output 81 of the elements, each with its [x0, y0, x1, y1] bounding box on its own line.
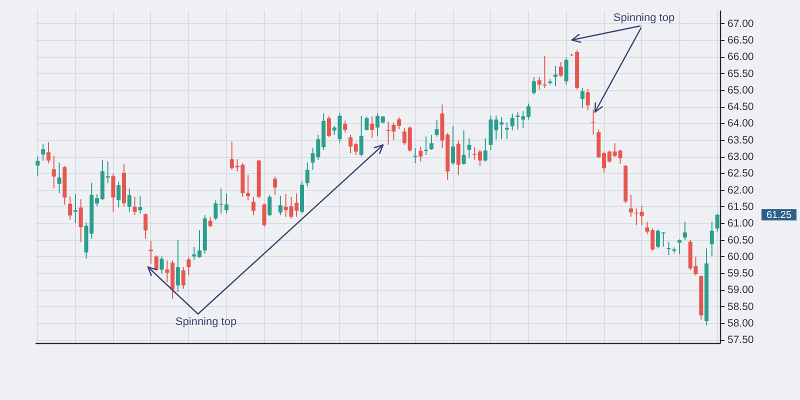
y-tick-label: 66.00 — [728, 51, 754, 64]
candlestick — [370, 116, 374, 139]
candlestick — [46, 142, 50, 164]
candlestick — [564, 57, 568, 86]
candlestick — [483, 138, 488, 162]
candlestick — [629, 194, 634, 218]
candlestick — [682, 221, 687, 241]
candlestick — [278, 195, 282, 216]
y-tick-label: 58.00 — [728, 318, 754, 330]
candlestick — [413, 148, 418, 164]
candlestick — [73, 194, 78, 224]
candlestick — [251, 196, 256, 216]
candlestick — [456, 140, 460, 176]
candlestick — [176, 240, 180, 293]
candlestick — [451, 126, 456, 166]
candlestick — [542, 55, 547, 88]
candlestick — [36, 156, 40, 176]
candlestick — [262, 202, 266, 228]
y-tick-label: 59.00 — [728, 284, 754, 296]
candlestick — [78, 198, 83, 243]
y-tick-label: 61.50 — [728, 200, 754, 213]
candlestick — [181, 266, 186, 290]
y-tick-label: 65.50 — [728, 68, 754, 80]
candlestick — [127, 188, 132, 212]
candlestick — [510, 113, 514, 131]
y-tick-label: 61.00 — [728, 218, 754, 230]
candlestick — [467, 138, 472, 159]
candlestick — [558, 61, 563, 78]
candlestick — [246, 174, 250, 201]
y-tick-label: 57.50 — [728, 334, 754, 346]
annotation: Spinning top — [613, 12, 675, 24]
candlestick — [678, 238, 682, 255]
annotation: Spinning top — [175, 316, 237, 328]
candlestick — [111, 173, 116, 212]
candlestick — [41, 143, 46, 162]
candlestick — [359, 115, 364, 158]
y-tick-label: 58.50 — [728, 300, 754, 313]
candlestick — [434, 119, 439, 138]
candlestick — [273, 176, 278, 196]
candlestick — [424, 136, 428, 156]
y-tick-label: 60.00 — [728, 250, 754, 263]
candlestick — [160, 256, 164, 274]
candlestick — [343, 120, 348, 134]
y-tick-label: 66.50 — [728, 34, 754, 46]
candlestick — [537, 76, 542, 90]
y-tick-label: 63.50 — [728, 134, 754, 146]
candlestick — [305, 162, 310, 187]
candlestick — [52, 155, 56, 189]
candlestick — [144, 212, 148, 240]
candlestick — [418, 146, 423, 162]
candlestick — [710, 221, 714, 257]
candlestick — [154, 254, 158, 271]
y-tick-label: 67.00 — [728, 18, 754, 30]
candlestick — [364, 116, 369, 132]
candlestick — [138, 196, 142, 214]
candlestick — [326, 115, 331, 138]
text: 61.25 — [766, 210, 792, 221]
candlestick — [586, 88, 590, 111]
candlestick — [186, 256, 191, 276]
y-tick-label: 62.50 — [728, 168, 754, 180]
y-tick-label: 64.00 — [728, 118, 754, 130]
y-tick-label: 62.00 — [728, 184, 754, 196]
y-tick-label: 64.50 — [728, 101, 754, 114]
candlestick — [666, 241, 671, 256]
candlestick — [715, 213, 720, 232]
candlestick — [532, 76, 536, 96]
candlestick — [591, 109, 596, 136]
candlestick — [553, 65, 558, 87]
candlestick — [57, 162, 62, 194]
y-tick-label: 63.00 — [728, 151, 754, 164]
candlestick — [132, 196, 137, 216]
y-tick-label: 60.50 — [728, 234, 754, 246]
y-tick-label: 59.50 — [728, 268, 754, 280]
candlestick — [580, 87, 584, 108]
candlestick — [116, 181, 121, 208]
candlestick — [68, 196, 72, 220]
candlestick — [429, 134, 434, 150]
candlestick — [208, 216, 212, 228]
candlestick — [462, 130, 466, 166]
y-tick-label: 65.00 — [728, 84, 754, 96]
candlestick — [268, 194, 272, 217]
